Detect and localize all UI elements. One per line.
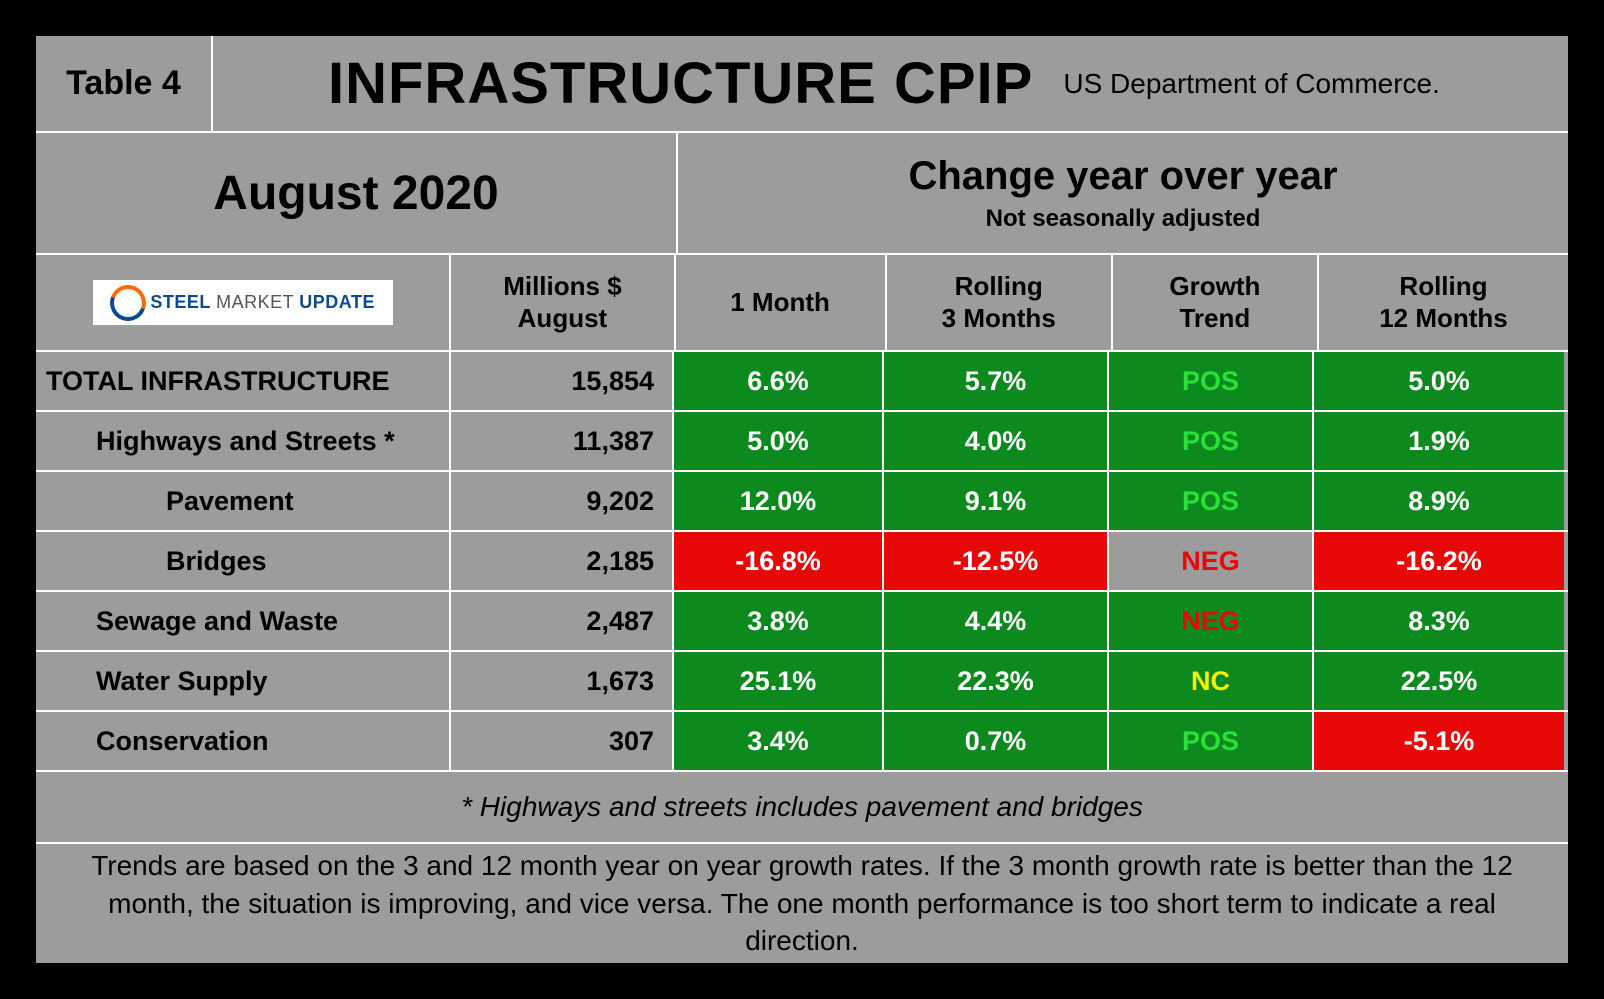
value-3month: 22.3%: [884, 652, 1109, 710]
value-trend: NC: [1109, 652, 1314, 710]
value-12month: 8.3%: [1314, 592, 1564, 650]
col-millions: Millions $ August: [451, 255, 675, 350]
millions-value: 2,185: [451, 532, 674, 590]
category-label: Bridges: [36, 532, 451, 590]
col-3month: Rolling 3 Months: [887, 255, 1113, 350]
column-headers: STEEL MARKET UPDATE Millions $ August 1 …: [36, 255, 1568, 352]
table-row: Conservation3073.4%0.7%POS-5.1%: [36, 712, 1568, 772]
table-row: Highways and Streets *11,3875.0%4.0%POS1…: [36, 412, 1568, 472]
value-trend: POS: [1109, 472, 1314, 530]
millions-value: 9,202: [451, 472, 674, 530]
logo-text-steel: STEEL: [150, 292, 216, 312]
millions-value: 15,854: [451, 352, 674, 410]
millions-value: 307: [451, 712, 674, 770]
table-row: TOTAL INFRASTRUCTURE15,8546.6%5.7%POS5.0…: [36, 352, 1568, 412]
value-1month: 3.4%: [674, 712, 884, 770]
value-1month: 12.0%: [674, 472, 884, 530]
category-label: Conservation: [36, 712, 451, 770]
millions-value: 2,487: [451, 592, 674, 650]
col-trend-l1: Growth: [1169, 271, 1260, 302]
yoy-note: Not seasonally adjusted: [986, 205, 1261, 233]
title-wrap: INFRASTRUCTURE CPIP US Department of Com…: [213, 36, 1568, 131]
category-label: Water Supply: [36, 652, 451, 710]
value-3month: 9.1%: [884, 472, 1109, 530]
value-1month: 6.6%: [674, 352, 884, 410]
category-label: TOTAL INFRASTRUCTURE: [36, 352, 451, 410]
category-label: Sewage and Waste: [36, 592, 451, 650]
logo: STEEL MARKET UPDATE: [93, 280, 393, 325]
value-12month: -16.2%: [1314, 532, 1564, 590]
value-3month: 4.0%: [884, 412, 1109, 470]
subheader-row: August 2020 Change year over year Not se…: [36, 133, 1568, 255]
col-3month-l2: 3 Months: [942, 303, 1056, 334]
footnote: * Highways and streets includes pavement…: [36, 772, 1568, 844]
value-trend: POS: [1109, 412, 1314, 470]
value-3month: 4.4%: [884, 592, 1109, 650]
swirl-icon: [104, 279, 152, 327]
value-12month: -5.1%: [1314, 712, 1564, 770]
logo-text-update: UPDATE: [299, 292, 375, 312]
value-1month: 3.8%: [674, 592, 884, 650]
value-trend: POS: [1109, 712, 1314, 770]
value-trend: POS: [1109, 352, 1314, 410]
table-row: Water Supply1,67325.1%22.3%NC22.5%: [36, 652, 1568, 712]
source-label: US Department of Commerce.: [1063, 68, 1440, 100]
millions-value: 1,673: [451, 652, 674, 710]
table-row: Pavement9,20212.0%9.1%POS8.9%: [36, 472, 1568, 532]
logo-cell: STEEL MARKET UPDATE: [36, 255, 451, 350]
value-1month: 5.0%: [674, 412, 884, 470]
value-12month: 5.0%: [1314, 352, 1564, 410]
title-row: Table 4 INFRASTRUCTURE CPIP US Departmen…: [36, 36, 1568, 133]
logo-text-market: MARKET: [216, 292, 299, 312]
table-row: Bridges2,185-16.8%-12.5%NEG-16.2%: [36, 532, 1568, 592]
main-title: INFRASTRUCTURE CPIP: [328, 50, 1033, 117]
col-trend-l2: Trend: [1179, 303, 1250, 334]
value-12month: 8.9%: [1314, 472, 1564, 530]
col-12month: Rolling 12 Months: [1319, 255, 1568, 350]
table-frame: Table 4 INFRASTRUCTURE CPIP US Departmen…: [32, 32, 1572, 967]
value-3month: 0.7%: [884, 712, 1109, 770]
table-row: Sewage and Waste2,4873.8%4.4%NEG8.3%: [36, 592, 1568, 652]
col-trend: Growth Trend: [1113, 255, 1319, 350]
table-number: Table 4: [36, 36, 213, 131]
trend-explanation: Trends are based on the 3 and 12 month y…: [36, 844, 1568, 963]
yoy-block: Change year over year Not seasonally adj…: [678, 133, 1568, 253]
value-12month: 1.9%: [1314, 412, 1564, 470]
value-3month: 5.7%: [884, 352, 1109, 410]
value-12month: 22.5%: [1314, 652, 1564, 710]
category-label: Pavement: [36, 472, 451, 530]
value-3month: -12.5%: [884, 532, 1109, 590]
col-millions-l2: August: [518, 303, 608, 334]
col-3month-l1: Rolling: [955, 271, 1043, 302]
col-1month-l1: 1 Month: [730, 287, 830, 318]
col-millions-l1: Millions $: [503, 271, 621, 302]
millions-value: 11,387: [451, 412, 674, 470]
value-trend: NEG: [1109, 532, 1314, 590]
col-1month: 1 Month: [676, 255, 887, 350]
value-1month: 25.1%: [674, 652, 884, 710]
col-12month-l2: 12 Months: [1379, 303, 1508, 334]
category-label: Highways and Streets *: [36, 412, 451, 470]
value-1month: -16.8%: [674, 532, 884, 590]
yoy-title: Change year over year: [908, 154, 1337, 199]
data-rows: TOTAL INFRASTRUCTURE15,8546.6%5.7%POS5.0…: [36, 352, 1568, 772]
value-trend: NEG: [1109, 592, 1314, 650]
col-12month-l1: Rolling: [1399, 271, 1487, 302]
period-label: August 2020: [36, 133, 678, 253]
